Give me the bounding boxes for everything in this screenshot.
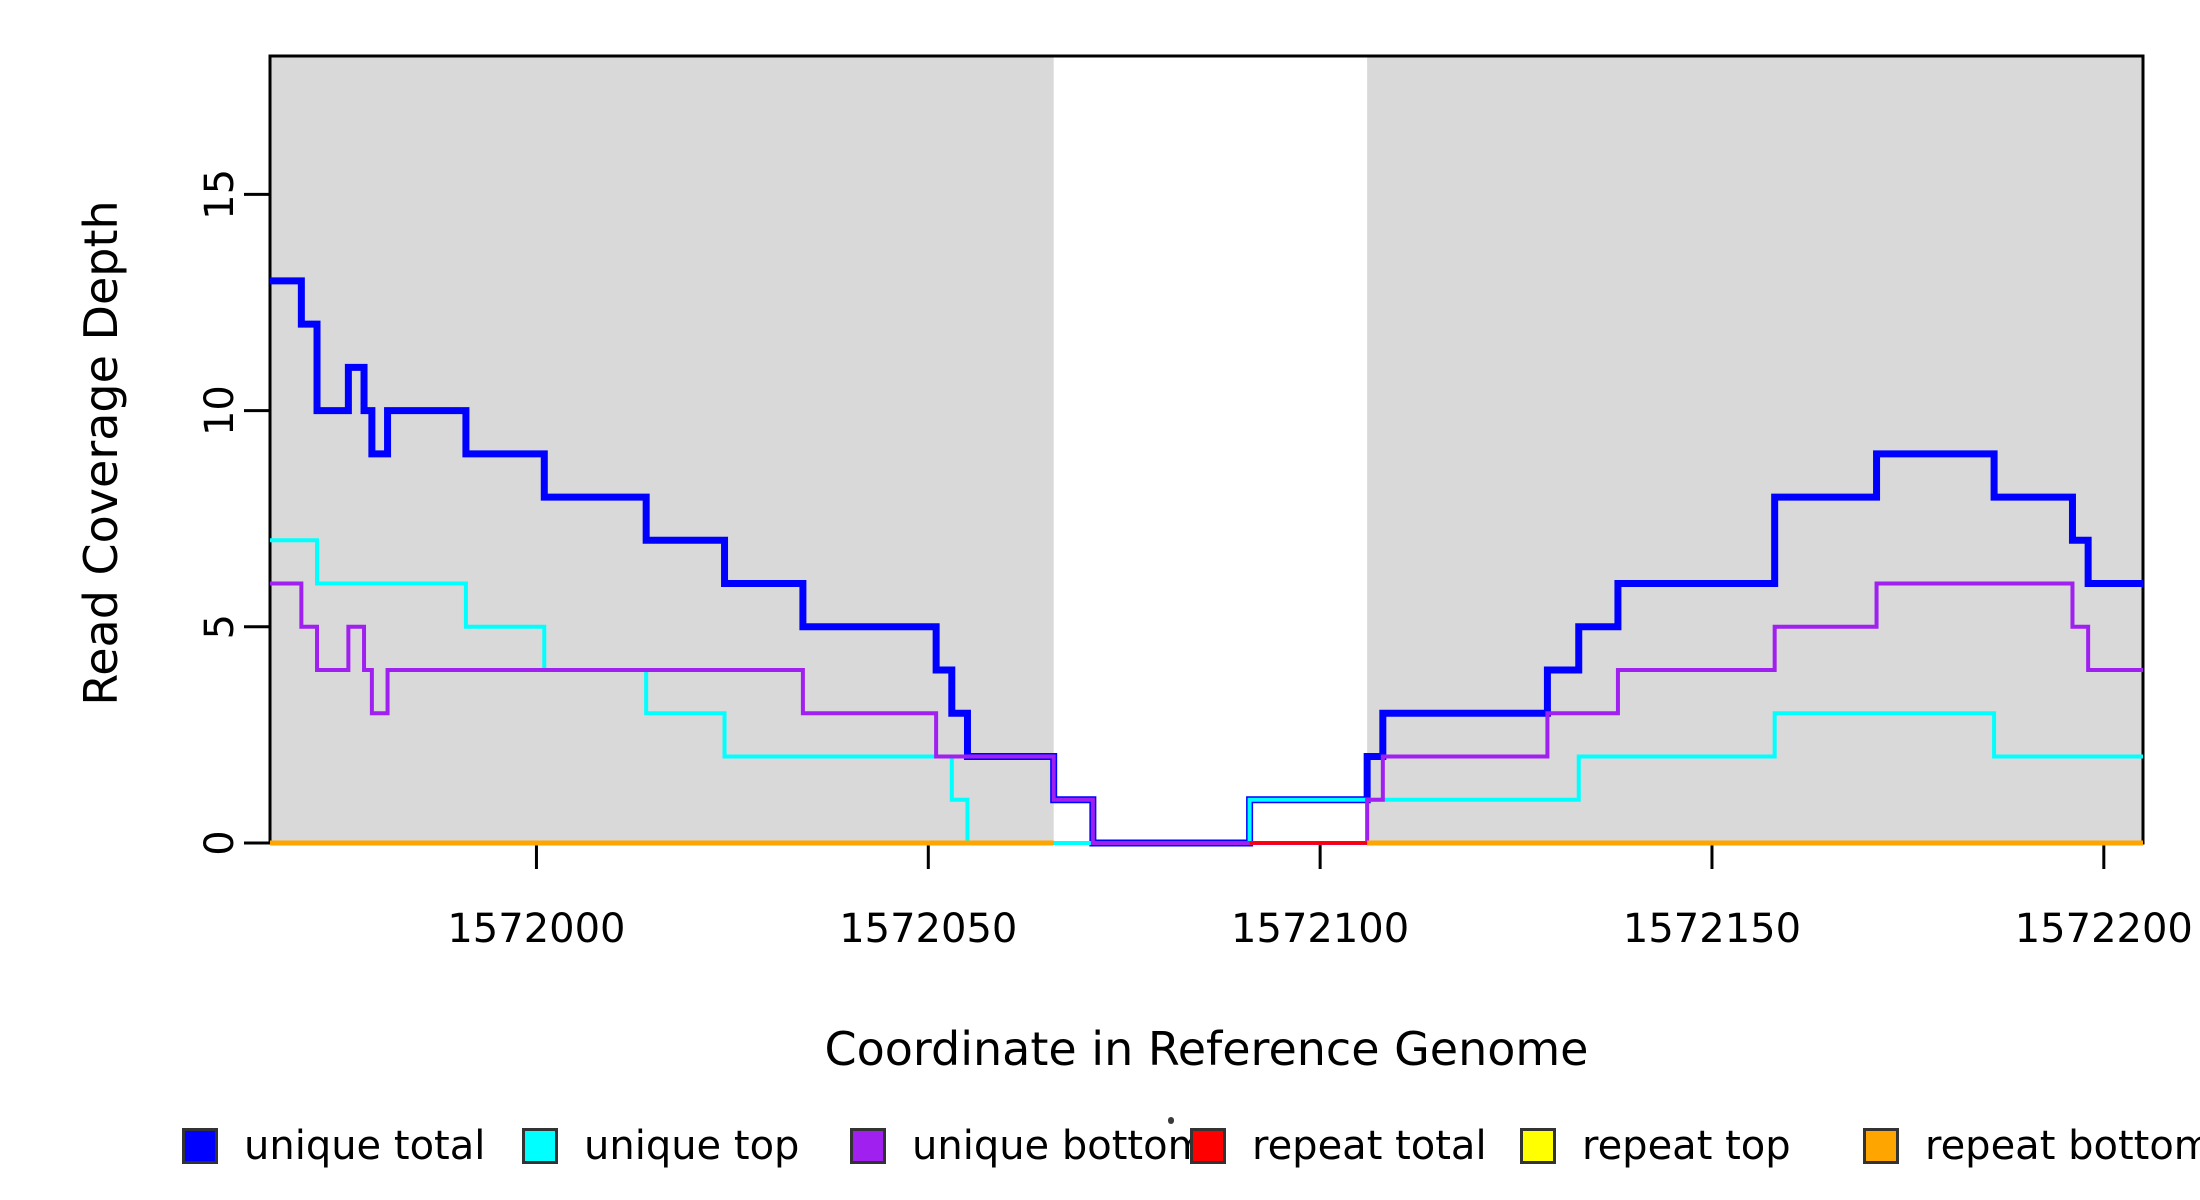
x-tick-label: 1572000 [447, 906, 625, 952]
legend-artifact-dot [1168, 1117, 1174, 1124]
x-tick-label: 1572150 [1623, 906, 1801, 952]
legend-label: repeat total [1252, 1123, 1487, 1169]
series-unique-total-line [270, 277, 2143, 847]
unique-bottom-swatch-icon [850, 1128, 886, 1164]
unique-top-swatch-icon [522, 1128, 558, 1164]
legend-label: repeat top [1582, 1123, 1791, 1169]
series-unique-top-line [270, 538, 2143, 845]
x-tick-label: 1572200 [2015, 906, 2193, 952]
x-tick-label: 1572100 [1231, 906, 1409, 952]
legend-entry-repeat-bottom: repeat bottom [1863, 1126, 2200, 1166]
y-tick-label: 15 [197, 169, 243, 220]
y-tick-label: 5 [197, 614, 243, 639]
repeat-top-swatch-icon [1520, 1128, 1556, 1164]
legend-entry-unique-bottom: unique bottom [850, 1126, 1207, 1166]
legend-label: repeat bottom [1925, 1123, 2200, 1169]
y-tick-label: 10 [197, 385, 243, 436]
repeat-region-right [1367, 56, 2143, 843]
repeat-bottom-swatch-icon [1863, 1128, 1899, 1164]
legend-label: unique top [584, 1123, 800, 1169]
legend-label: unique total [244, 1123, 486, 1169]
x-axis-title: Coordinate in Reference Genome [824, 1022, 1589, 1076]
legend-entry-repeat-top: repeat top [1520, 1126, 1791, 1166]
legend: unique total unique top unique bottom re… [0, 1126, 2200, 1170]
legend-label: unique bottom [912, 1123, 1207, 1169]
x-tick-label: 1572050 [839, 906, 1017, 952]
series-unique-bottom-line [270, 581, 2143, 845]
unique-total-swatch-icon [182, 1128, 218, 1164]
legend-entry-unique-top: unique top [522, 1126, 799, 1166]
y-tick-label: 0 [197, 830, 243, 855]
legend-entry-repeat-total: repeat total [1190, 1126, 1487, 1166]
repeat-total-swatch-icon [1190, 1128, 1226, 1164]
legend-entry-unique-total: unique total [182, 1126, 485, 1166]
y-axis-title: Read Coverage Depth [74, 200, 128, 706]
